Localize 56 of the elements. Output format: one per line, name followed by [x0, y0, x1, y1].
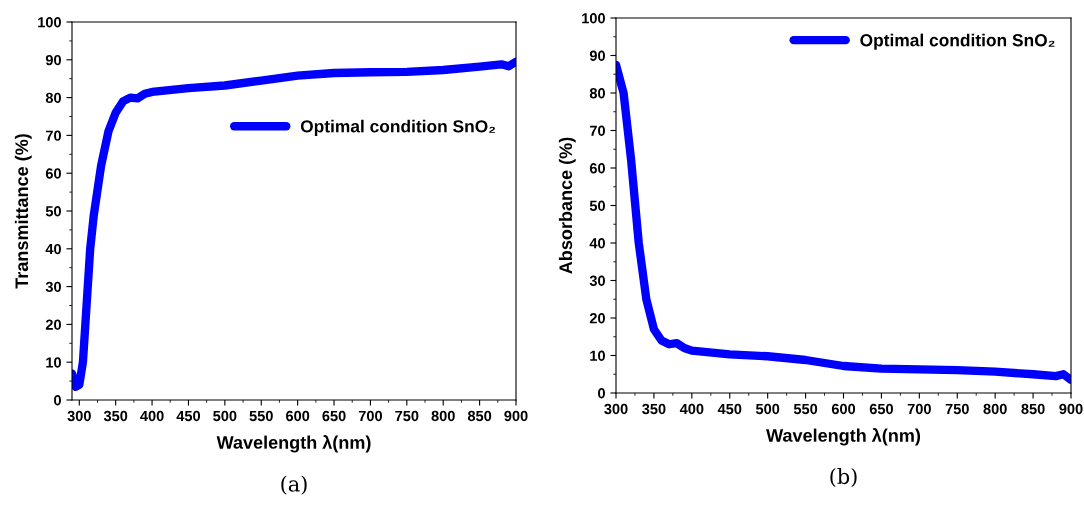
x-tick-label: 900: [1059, 403, 1083, 415]
y-axis-title: Absorbance (%): [558, 137, 576, 274]
y-tick-label: 70: [45, 130, 61, 141]
y-tick-label: 100: [38, 17, 61, 28]
x-tick-label: 400: [140, 410, 164, 422]
y-tick-label: 70: [589, 125, 605, 136]
y-tick-label: 20: [589, 313, 605, 324]
x-tick-label: 300: [604, 403, 628, 415]
y-tick-label: 10: [590, 350, 605, 361]
x-tick-label: 800: [983, 403, 1007, 415]
y-tick-label: 60: [589, 163, 605, 174]
y-tick-label: 30: [45, 281, 61, 293]
y-tick-label: 30: [589, 275, 605, 286]
x-tick-label: 600: [286, 410, 310, 422]
legend-label: Optimal condition SnO₂: [860, 33, 1055, 50]
x-tick-label: 550: [249, 410, 273, 422]
x-axis-title: Wavelength λ(nm): [766, 428, 921, 446]
y-tick-label: 20: [45, 319, 61, 330]
x-tick-label: 850: [467, 410, 492, 422]
x-tick-label: 600: [831, 403, 856, 415]
x-tick-label: 800: [431, 410, 455, 422]
y-tick-label: 50: [45, 206, 61, 217]
x-tick-label: 550: [793, 403, 818, 415]
y-tick-label: 80: [45, 92, 61, 104]
y-tick-label: 10: [46, 357, 61, 368]
y-tick-label: 60: [45, 168, 61, 179]
text: (b): [830, 468, 857, 488]
x-tick-label: 650: [322, 410, 346, 422]
x-tick-label: 650: [869, 403, 893, 415]
x-axis-title: Wavelength λ(nm): [216, 435, 371, 453]
y-axis-title: Transmittance (%): [14, 134, 32, 289]
y-tick-label: 80: [589, 88, 605, 99]
legend-label: Optimal condition SnO₂: [300, 119, 496, 136]
x-tick-label: 350: [642, 403, 666, 415]
y-tick-label: 0: [54, 395, 61, 406]
text: (a): [281, 475, 307, 495]
x-tick-label: 850: [1021, 403, 1045, 415]
x-tick-label: 350: [103, 410, 128, 422]
x-tick-label: 750: [945, 403, 969, 415]
y-tick-label: 90: [45, 54, 61, 66]
x-tick-label: 450: [176, 410, 201, 422]
y-tick-label: 100: [582, 13, 605, 24]
x-tick-label: 500: [213, 410, 237, 422]
x-tick-label: 750: [395, 410, 419, 422]
x-tick-label: 500: [755, 403, 780, 415]
x-tick-label: 400: [679, 403, 704, 415]
y-tick-label: 40: [45, 243, 61, 255]
x-tick-label: 700: [358, 410, 382, 422]
x-tick-label: 900: [504, 410, 528, 422]
x-tick-label: 450: [717, 403, 742, 415]
x-tick-label: 300: [67, 410, 91, 422]
y-tick-label: 40: [589, 238, 605, 249]
y-tick-label: 50: [589, 200, 605, 211]
y-tick-label: 0: [598, 388, 605, 399]
y-tick-label: 90: [589, 50, 605, 61]
x-tick-label: 700: [907, 403, 931, 415]
